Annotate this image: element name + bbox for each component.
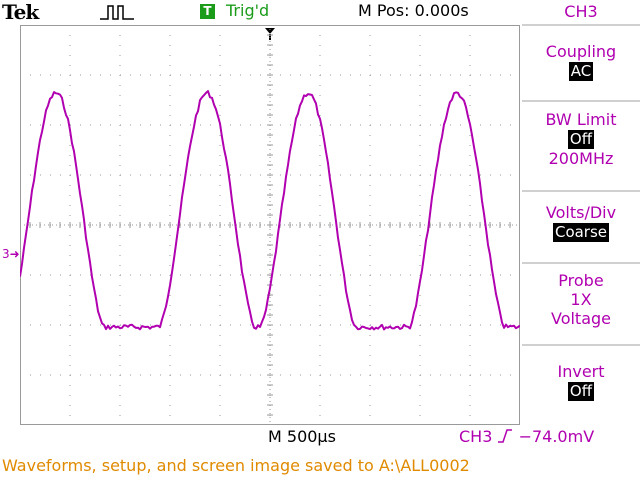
ch3-waveform-trace xyxy=(20,90,520,331)
bw-limit-frequency: 200MHz xyxy=(548,149,614,168)
channel-ground-marker: 3➜ xyxy=(2,247,20,261)
status-bar: Tek T Trig'd M Pos: 0.000s xyxy=(0,0,520,24)
trigger-status: Trig'd xyxy=(226,1,270,20)
volts-div-option[interactable]: Volts/Div Coarse xyxy=(522,203,640,242)
coupling-label: Coupling xyxy=(545,42,617,61)
bw-limit-value: Off xyxy=(567,130,595,149)
channel-pointer-icon: ➜ xyxy=(9,247,20,261)
rising-edge-icon xyxy=(498,429,513,443)
menu-divider xyxy=(522,100,640,102)
probe-label: Probe xyxy=(558,271,604,290)
trigger-readout: CH3 −74.0mV xyxy=(459,427,594,446)
waveform-display[interactable] xyxy=(20,25,520,425)
trigger-badge: T xyxy=(200,4,215,19)
pulse-acquire-icon xyxy=(100,5,134,20)
timebase-readout: M 500µs xyxy=(268,427,336,446)
bw-limit-label: BW Limit xyxy=(545,110,617,129)
invert-option[interactable]: Invert Off xyxy=(522,362,640,401)
ch3-menu: CH3 Coupling AC BW Limit Off 200MHz Volt… xyxy=(522,0,640,428)
volts-div-label: Volts/Div xyxy=(545,203,617,222)
brand-logo: Tek xyxy=(2,0,39,24)
menu-title: CH3 xyxy=(564,2,598,21)
coupling-value: AC xyxy=(568,62,594,81)
channel-number: 3 xyxy=(2,247,10,261)
trigger-level: −74.0mV xyxy=(518,427,595,446)
probe-attenuation: 1X xyxy=(570,290,592,309)
bw-limit-option[interactable]: BW Limit Off 200MHz xyxy=(522,110,640,168)
invert-value: Off xyxy=(567,382,595,401)
invert-label: Invert xyxy=(557,362,605,381)
main-position-readout: M Pos: 0.000s xyxy=(358,1,469,20)
probe-option[interactable]: Probe 1X Voltage xyxy=(522,271,640,328)
graticule xyxy=(20,25,520,425)
menu-divider xyxy=(522,190,640,192)
probe-type: Voltage xyxy=(550,309,611,328)
coupling-option[interactable]: Coupling AC xyxy=(522,42,640,81)
trigger-source: CH3 xyxy=(459,427,493,446)
menu-divider xyxy=(522,24,640,26)
menu-divider xyxy=(522,262,640,264)
menu-divider xyxy=(522,344,640,346)
status-message: Waveforms, setup, and screen image saved… xyxy=(2,456,470,475)
volts-div-value: Coarse xyxy=(552,223,610,242)
